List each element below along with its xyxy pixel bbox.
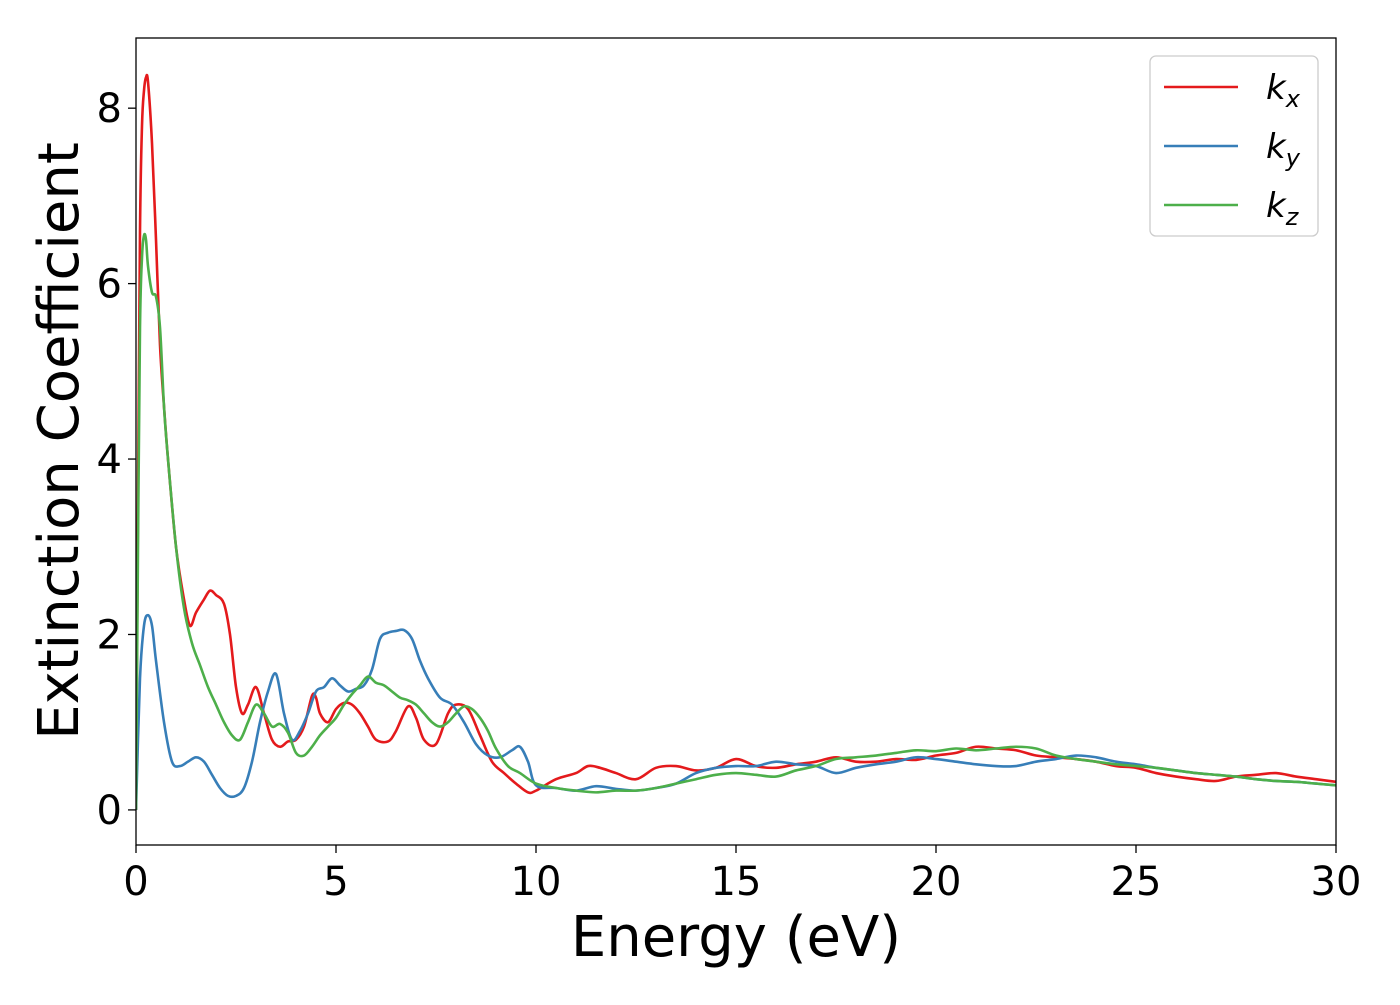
x-axis: 0 5 10 15 20 25 30 bbox=[123, 845, 1361, 905]
legend-label-ky: ky bbox=[1266, 127, 1301, 172]
y-tick-label: 4 bbox=[97, 437, 122, 483]
axes-frame bbox=[135, 37, 1337, 846]
y-tick-label: 2 bbox=[97, 612, 122, 658]
series-line-ky bbox=[136, 613, 1336, 810]
x-tick-label: 30 bbox=[1311, 859, 1362, 905]
x-tick-label: 10 bbox=[511, 859, 562, 905]
x-tick-label: 25 bbox=[1111, 859, 1162, 905]
y-axis: 0 2 4 6 8 bbox=[97, 86, 136, 834]
x-tick-label: 0 bbox=[123, 859, 148, 905]
x-tick-label: 15 bbox=[711, 859, 762, 905]
legend-subscript: x bbox=[1285, 85, 1301, 113]
x-tick-label: 5 bbox=[323, 859, 348, 905]
y-tick-label: 8 bbox=[97, 86, 122, 132]
series-line-kz bbox=[136, 232, 1336, 810]
x-axis-label: Energy (eV) bbox=[571, 905, 901, 970]
legend-subscript: z bbox=[1285, 203, 1300, 231]
legend-subscript: y bbox=[1285, 144, 1301, 172]
y-axis-label: Extinction Coefficient bbox=[27, 142, 92, 740]
legend-label-kx: kx bbox=[1266, 68, 1301, 113]
x-tick-label: 20 bbox=[911, 859, 962, 905]
y-tick-label: 6 bbox=[97, 262, 122, 308]
y-tick-label: 0 bbox=[97, 788, 122, 834]
plot-area bbox=[136, 73, 1336, 810]
series-line-kx bbox=[136, 73, 1336, 810]
